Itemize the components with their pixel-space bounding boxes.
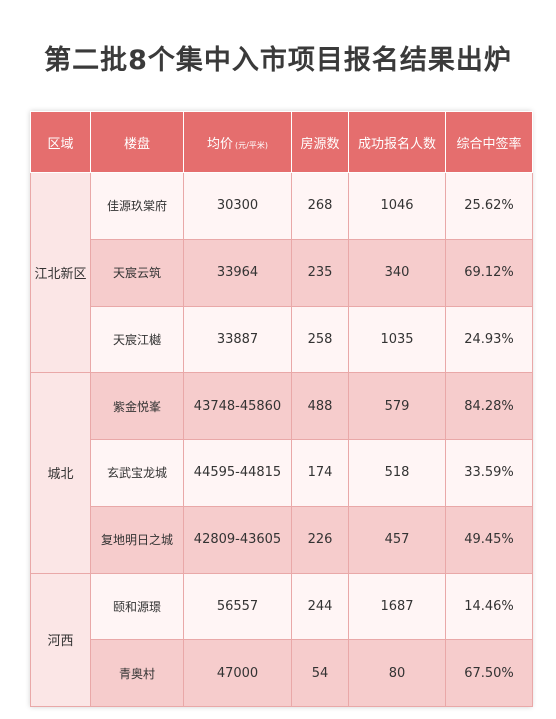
page-title: 第二批8个集中入市项目报名结果出炉 xyxy=(44,45,512,76)
rate-cell: 69.12% xyxy=(445,238,533,307)
table-row: 复地明日之城 42809-43605 226 457 49.45% xyxy=(31,505,533,574)
project-cell: 复地明日之城 xyxy=(90,505,184,574)
header-district: 区域 xyxy=(30,111,91,173)
registrations-cell: 1687 xyxy=(348,572,446,641)
table-row: 城北 紫金悦峯 43748-45860 488 579 84.28% xyxy=(30,372,533,574)
rate-cell: 33.59% xyxy=(445,439,533,507)
table-row: 天宸江樾 33887 258 1035 24.93% xyxy=(31,305,533,374)
header-registrations: 成功报名人数 xyxy=(348,111,446,173)
header-units: 房源数 xyxy=(291,111,349,173)
rate-cell: 14.46% xyxy=(445,572,533,641)
rate-cell: 84.28% xyxy=(445,372,533,440)
price-cell: 30300 xyxy=(183,172,292,240)
units-cell: 54 xyxy=(291,639,349,707)
units-cell: 268 xyxy=(291,172,349,240)
header-project: 楼盘 xyxy=(90,111,184,173)
price-cell: 47000 xyxy=(183,639,292,707)
header-price-label: 均价 xyxy=(207,136,234,152)
price-cell: 44595-44815 xyxy=(183,439,292,507)
table-row: 青奥村 47000 54 80 67.50% xyxy=(31,639,533,707)
registrations-cell: 579 xyxy=(348,372,446,440)
district-cell-hexi: 河西 xyxy=(30,572,91,707)
project-cell: 佳源玖棠府 xyxy=(90,172,184,240)
project-cell: 天宸云筑 xyxy=(90,238,184,307)
project-cell: 青奥村 xyxy=(90,639,184,707)
project-cell: 紫金悦峯 xyxy=(90,372,184,440)
rate-cell: 24.93% xyxy=(445,305,533,374)
project-cell: 玄武宝龙城 xyxy=(90,439,184,507)
units-cell: 235 xyxy=(291,238,349,307)
price-cell: 33964 xyxy=(183,238,292,307)
registrations-cell: 1046 xyxy=(348,172,446,240)
registrations-cell: 518 xyxy=(348,439,446,507)
units-cell: 488 xyxy=(291,372,349,440)
rate-cell: 25.62% xyxy=(445,172,533,240)
units-cell: 174 xyxy=(291,439,349,507)
units-cell: 258 xyxy=(291,305,349,374)
registrations-cell: 80 xyxy=(348,639,446,707)
district-cell-jiangbei: 江北新区 xyxy=(30,171,91,374)
rate-cell: 49.45% xyxy=(445,505,533,574)
results-table: 区域 楼盘 均价 (元/平米) 房源数 成功报名人数 综合中签率 江北新区 佳源玖… xyxy=(30,111,533,707)
header-price: 均价 (元/平米) xyxy=(183,111,292,173)
price-cell: 42809-43605 xyxy=(183,505,292,574)
rate-cell: 67.50% xyxy=(445,639,533,707)
price-cell: 33887 xyxy=(183,305,292,374)
units-cell: 226 xyxy=(291,505,349,574)
price-cell: 43748-45860 xyxy=(183,372,292,440)
table-row: 江北新区 佳源玖棠府 30300 268 1046 25.62% xyxy=(30,171,533,374)
table-row: 天宸云筑 33964 235 340 69.12% xyxy=(31,238,533,307)
header-rate: 综合中签率 xyxy=(445,111,533,173)
table-row: 河西 颐和源璟 56557 244 1687 14.46% xyxy=(30,572,533,707)
results-table-container: 区域 楼盘 均价 (元/平米) 房源数 成功报名人数 综合中签率 江北新区 佳源玖… xyxy=(30,111,533,707)
project-cell: 颐和源璟 xyxy=(90,572,184,641)
table-header-row: 区域 楼盘 均价 (元/平米) 房源数 成功报名人数 综合中签率 xyxy=(30,111,533,173)
units-cell: 244 xyxy=(291,572,349,641)
price-cell: 56557 xyxy=(183,572,292,641)
registrations-cell: 457 xyxy=(348,505,446,574)
registrations-cell: 1035 xyxy=(348,305,446,374)
project-cell: 天宸江樾 xyxy=(90,305,184,374)
header-price-unit: (元/平米) xyxy=(235,140,268,150)
registrations-cell: 340 xyxy=(348,238,446,307)
district-cell-chengbei: 城北 xyxy=(30,372,91,574)
table-row: 玄武宝龙城 44595-44815 174 518 33.59% xyxy=(31,439,533,507)
